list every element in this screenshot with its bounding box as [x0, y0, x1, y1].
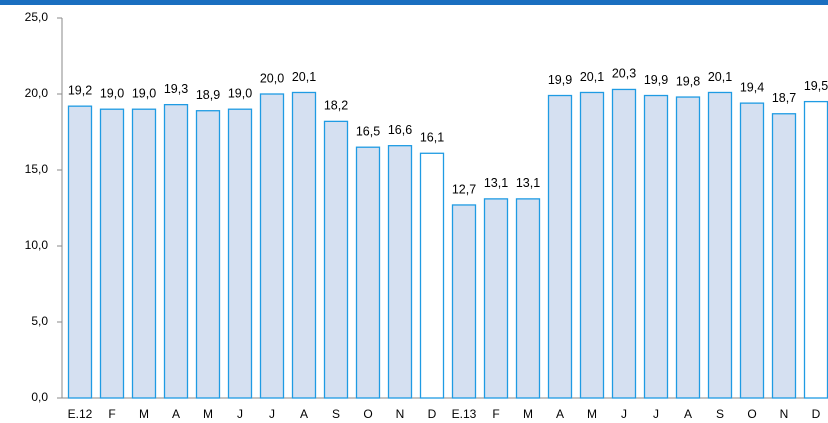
value-label: 19,2: [68, 83, 92, 97]
y-tick-label: 0,0: [31, 390, 48, 404]
bar: [259, 93, 285, 399]
bar: [611, 88, 637, 399]
value-label: 19,8: [676, 74, 700, 88]
x-tick-label: M: [523, 407, 533, 421]
x-tick-label: O: [747, 407, 756, 421]
x-tick-label: N: [780, 407, 789, 421]
value-label: 19,0: [100, 86, 124, 100]
x-tick-label: F: [108, 407, 115, 421]
value-label: 19,5: [804, 79, 828, 93]
value-label: 20,3: [612, 67, 636, 81]
x-tick-label: N: [396, 407, 405, 421]
value-label: 20,0: [260, 71, 284, 85]
value-label: 20,1: [292, 70, 316, 84]
value-label: 16,6: [388, 123, 412, 137]
x-tick-label: D: [428, 407, 437, 421]
x-tick-label: A: [300, 407, 308, 421]
bar: [803, 100, 828, 399]
x-tick-label: S: [716, 407, 724, 421]
bar: [355, 146, 381, 399]
x-tick-label: M: [587, 407, 597, 421]
bar: [675, 96, 701, 399]
value-label: 19,0: [228, 86, 252, 100]
value-label: 19,4: [740, 80, 764, 94]
x-tick-label: D: [812, 407, 821, 421]
x-tick-label: F: [492, 407, 499, 421]
value-label: 18,2: [324, 99, 348, 113]
top-band: [0, 0, 828, 5]
bar: [99, 108, 125, 399]
value-label: 19,3: [164, 82, 188, 96]
bar: [739, 102, 765, 399]
value-label: 18,7: [772, 91, 796, 105]
x-tick-label: M: [139, 407, 149, 421]
x-tick-label: J: [621, 407, 627, 421]
value-label: 13,1: [516, 176, 540, 190]
value-label: 20,1: [580, 70, 604, 84]
y-tick-label: 10,0: [25, 238, 49, 252]
value-label: 19,9: [644, 73, 668, 87]
bar: [227, 108, 253, 399]
bar: [643, 94, 669, 399]
bar: [515, 198, 541, 399]
y-tick-label: 25,0: [25, 10, 49, 24]
bar: [707, 91, 733, 399]
bar: [771, 113, 797, 399]
bar: [323, 120, 349, 399]
value-label: 13,1: [484, 176, 508, 190]
bar: [387, 145, 413, 399]
y-tick-label: 15,0: [25, 162, 49, 176]
x-tick-label: J: [269, 407, 275, 421]
value-label: 20,1: [708, 70, 732, 84]
y-tick-label: 20,0: [25, 86, 49, 100]
value-label: 16,5: [356, 124, 380, 138]
x-tick-label: J: [237, 407, 243, 421]
bar: [547, 94, 573, 399]
x-tick-label: A: [556, 407, 564, 421]
y-tick-label: 5,0: [31, 314, 48, 328]
value-label: 19,0: [132, 86, 156, 100]
bar: [163, 103, 189, 399]
bar: [579, 91, 605, 399]
value-label: 18,9: [196, 88, 220, 102]
x-tick-label: M: [203, 407, 213, 421]
value-label: 19,9: [548, 73, 572, 87]
x-tick-label: E.13: [452, 407, 477, 421]
bar: [419, 152, 445, 399]
x-tick-label: J: [653, 407, 659, 421]
bar: [483, 198, 509, 399]
bar: [291, 91, 317, 399]
bar: [451, 204, 477, 399]
x-tick-label: E.12: [68, 407, 93, 421]
x-tick-label: A: [172, 407, 180, 421]
bar: [195, 110, 221, 399]
bar: [67, 105, 93, 399]
x-tick-label: A: [684, 407, 692, 421]
x-tick-label: S: [332, 407, 340, 421]
value-label: 12,7: [452, 182, 476, 196]
x-tick-label: O: [363, 407, 372, 421]
value-label: 16,1: [420, 131, 444, 145]
bar: [131, 108, 157, 399]
